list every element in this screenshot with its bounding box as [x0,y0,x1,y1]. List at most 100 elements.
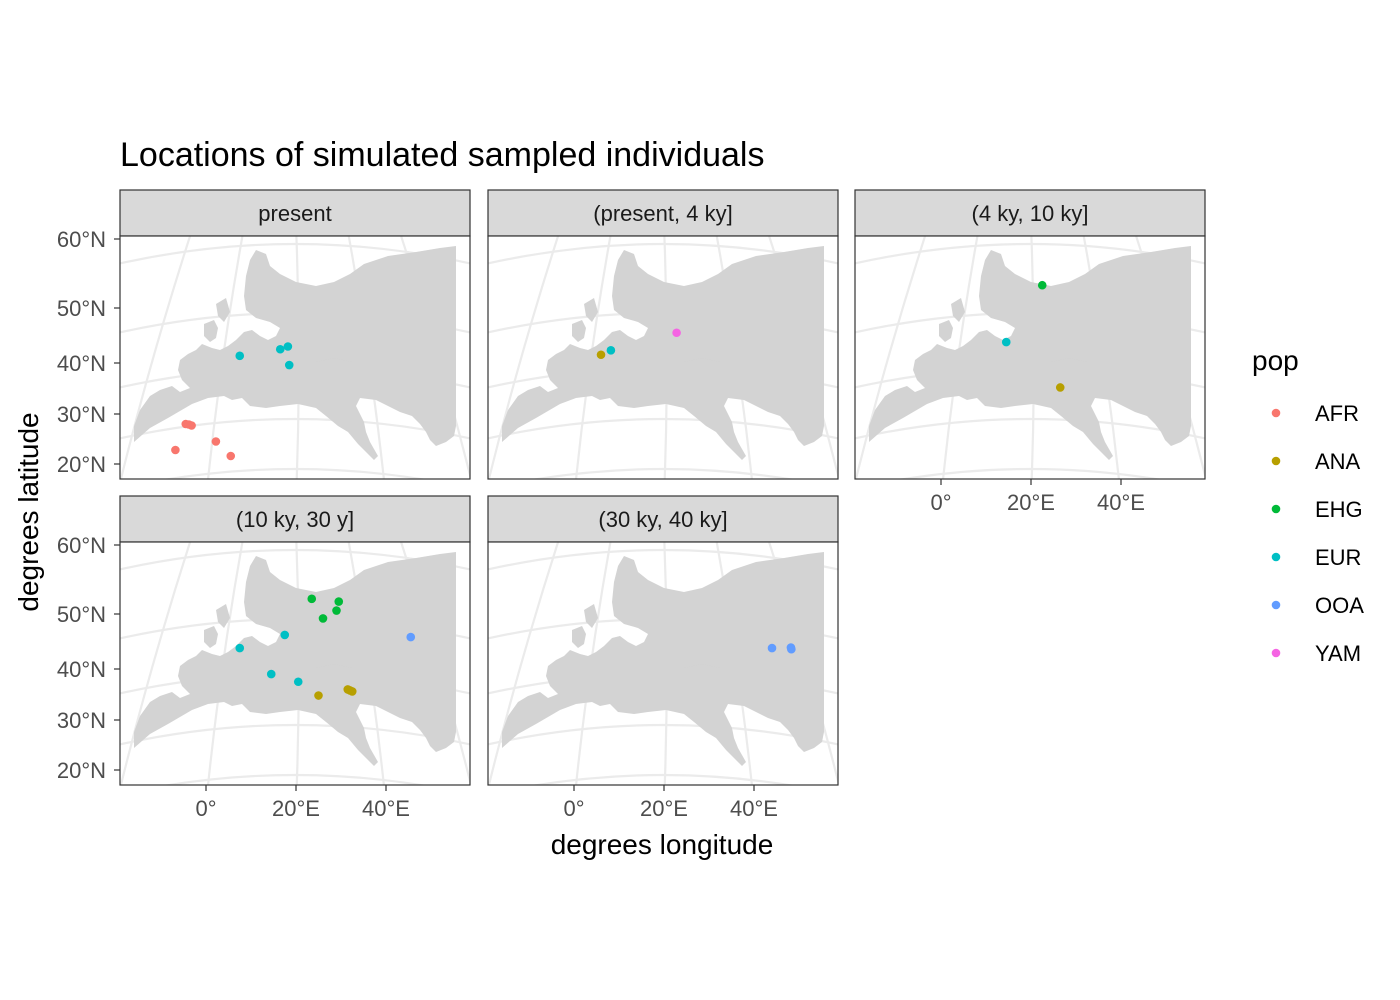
panel-map [855,236,1205,479]
data-point-eur [283,342,293,351]
x-tick-label: 20°E [640,796,688,821]
y-tick-label: 40°N [57,351,106,376]
x-tick-label: 0° [563,796,584,821]
graticule-latitude [120,723,470,746]
graticule-latitude [488,548,838,571]
facet-strip-label: present [258,201,331,226]
x-tick-label: 40°E [362,796,410,821]
data-point-afr [211,437,221,446]
panel-map [120,542,470,785]
legend-label: EUR [1315,545,1361,570]
x-tick-label: 40°E [730,796,778,821]
facet-strip [854,189,1206,237]
y-tick-label: 60°N [57,227,106,252]
panel-map [488,542,838,785]
x-axis-title: degrees longitude [551,829,774,860]
facet-strip-label: (10 ky, 30 y] [236,507,354,532]
data-point-eur [293,677,303,687]
graticule-latitude [897,467,1163,479]
legend-key-ooa [1271,600,1281,610]
legend-label: YAM [1315,641,1361,666]
data-point-eur [235,643,245,653]
y-tick-label: 30°N [57,402,106,427]
panel-border [487,541,839,786]
y-tick-label: 40°N [57,657,106,682]
facet-panel: (4 ky, 10 ky] 0° 20°E 40°E [854,189,1206,515]
data-point-eur [235,351,245,361]
graticule-latitude [530,467,796,479]
graticule-latitude [120,242,470,265]
graticule-longitude [488,542,560,785]
panel-border [487,235,839,480]
facet-strip-label: (30 ky, 40 ky] [598,507,727,532]
graticule-latitude [855,417,1205,440]
data-point-ehg [318,614,328,623]
legend: pop AFR ANA EHG EUR OOA YAM [1252,345,1364,666]
data-point-eur [280,630,290,640]
data-point-eur [606,346,616,355]
legend-label: OOA [1315,593,1364,618]
x-tick-label: 0° [195,796,216,821]
graticule-longitude [120,236,192,479]
data-point-ana [596,350,606,360]
legend-title: pop [1252,345,1299,376]
x-tick-label: 20°E [272,796,320,821]
graticule-latitude [162,773,428,785]
y-tick-label: 50°N [57,602,106,627]
legend-key-ehg [1271,504,1281,514]
x-tick-label: 20°E [1007,490,1055,515]
data-point-ana [314,691,323,700]
data-point-eur [1001,337,1011,347]
data-point-ehg [1037,280,1047,290]
data-point-ehg [332,606,341,615]
legend-key-afr [1271,408,1281,418]
y-tick-label: 50°N [57,296,106,321]
legend-key-ana [1271,456,1281,466]
data-point-afr [226,451,236,461]
panel-border [119,541,471,786]
data-point-ehg [307,594,317,604]
graticule-longitude [120,542,192,785]
legend-label: EHG [1315,497,1363,522]
graticule-latitude [488,723,838,746]
graticule-longitude [488,236,560,479]
graticule-latitude [120,417,470,440]
data-point-ooa [787,644,796,654]
facet-panel: present 60°N 50°N 40°N 30°N 20°N [57,189,471,480]
data-point-ana [1055,383,1065,392]
chart-title: Locations of simulated sampled individua… [120,136,764,174]
x-tick-label: 0° [930,490,951,515]
data-point-eur [275,344,285,354]
legend-label: ANA [1315,449,1361,474]
facet-strip [487,495,839,543]
facet-strip [119,189,471,237]
legend-key-eur [1271,552,1281,562]
panel-body: 60°N 50°N 40°N 30°N 20°N [57,227,471,480]
y-axis-title: degrees latitude [13,412,44,611]
graticule-longitude [855,236,927,479]
panel-border [119,235,471,480]
data-point-eur [266,669,276,679]
data-point-ana [347,687,357,696]
data-point-afr [187,421,196,430]
panel-map [488,236,838,479]
data-point-ooa [767,643,777,653]
y-tick-label: 30°N [57,708,106,733]
y-tick-label: 20°N [57,758,106,783]
legend-label: AFR [1315,401,1359,426]
data-point-yam [672,328,681,338]
panel-body: 0° 20°E 40°E [854,235,1206,515]
graticule-latitude [530,773,796,785]
graticule-latitude [855,242,1205,265]
graticule-latitude [162,467,428,479]
panel-body: 0° 20°E 40°E [487,541,839,821]
y-tick-label: 60°N [57,533,106,558]
panel-map [120,236,470,479]
panel-body: 60°N 50°N 40°N 30°N 20°N 0° 20°E 40°E [57,533,471,821]
facet-strip-label: (present, 4 ky] [593,201,732,226]
graticule-latitude [120,548,470,571]
facet-panel: (present, 4 ky] [487,189,839,480]
graticule-latitude [488,242,838,265]
graticule-latitude [488,417,838,440]
